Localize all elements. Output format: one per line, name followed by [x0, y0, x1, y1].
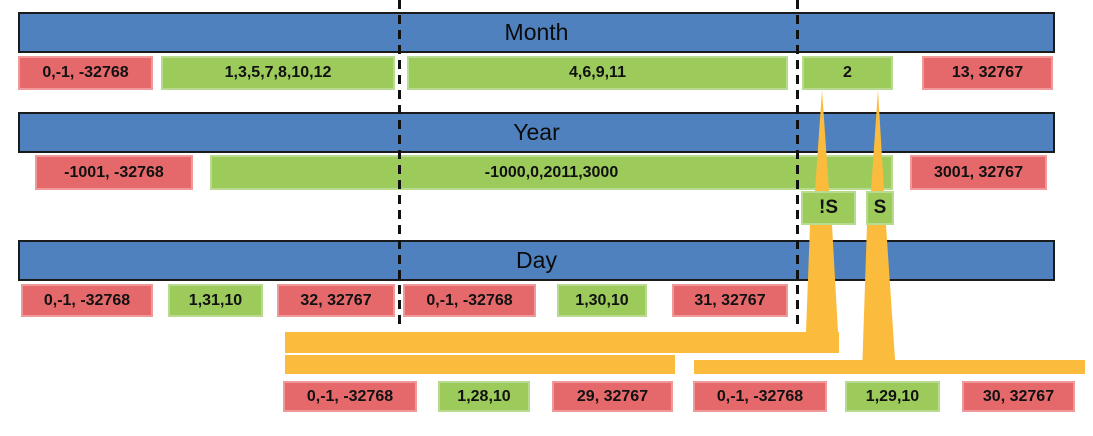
day-axis-bar: Day — [18, 240, 1055, 281]
month-partition-invalid-high: 13, 32767 — [922, 56, 1053, 90]
feb28-partition-valid: 1,28,10 — [438, 381, 530, 412]
day30-partition-valid: 1,30,10 — [557, 284, 647, 317]
day31-partition-invalid-low: 0,-1, -32768 — [21, 284, 153, 317]
month-axis-bar: Month — [18, 12, 1055, 53]
feb28-partition-invalid-low: 0,-1, -32768 — [283, 381, 417, 412]
funnel-bar-feb29-group — [694, 360, 1085, 374]
month-partition-31day-months: 1,3,5,7,8,10,12 — [161, 56, 395, 90]
funnel-bar-feb28-group — [285, 355, 675, 374]
funnel-bar-notleap-connector — [285, 332, 839, 353]
feb29-partition-invalid-low: 0,-1, -32768 — [693, 381, 827, 412]
leap-marker-special: S — [866, 191, 894, 225]
year-axis-bar: Year — [18, 112, 1055, 153]
year-partition-valid: -1000,0,2011,3000 — [210, 155, 893, 190]
month-partition-invalid-low: 0,-1, -32768 — [18, 56, 153, 90]
feb29-partition-invalid-high: 30, 32767 — [962, 381, 1075, 412]
leap-marker-not-special: !S — [801, 191, 856, 225]
day30-partition-invalid-low: 0,-1, -32768 — [403, 284, 536, 317]
feb29-partition-valid: 1,29,10 — [845, 381, 940, 412]
month-partition-30day-months: 4,6,9,11 — [407, 56, 788, 90]
day31-partition-valid: 1,31,10 — [168, 284, 263, 317]
year-partition-invalid-low: -1001, -32768 — [35, 155, 193, 190]
year-partition-invalid-high: 3001, 32767 — [910, 155, 1047, 190]
feb28-partition-invalid-high: 29, 32767 — [552, 381, 673, 412]
day31-partition-invalid-high: 32, 32767 — [277, 284, 395, 317]
day30-partition-invalid-high: 31, 32767 — [672, 284, 788, 317]
month-partition-february: 2 — [802, 56, 893, 90]
dashed-separator-right — [796, 0, 799, 327]
dashed-separator-left — [398, 0, 401, 327]
